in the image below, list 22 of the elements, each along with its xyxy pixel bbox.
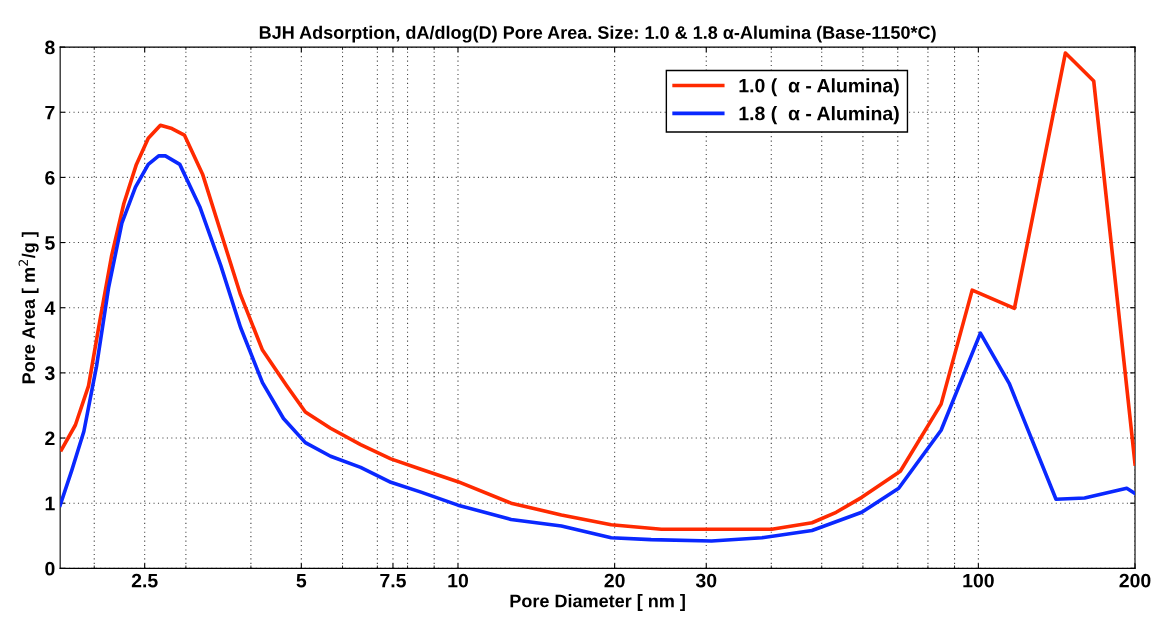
- x-tick-label: 30: [695, 573, 717, 588]
- y-tick-label: 5: [45, 236, 55, 250]
- legend-label: 1.8 ( α - Alumina): [739, 106, 899, 125]
- chart-title: BJH Adsorption, dA/dlog(D) Pore Area. Size: 1.0 & 1.8 α-Alumina (Base-1150*C): [259, 25, 936, 43]
- y-axis-title: Pore Area [ m$^{2}$/g ]: [18, 232, 39, 384]
- y-tick-label: 6: [45, 170, 55, 185]
- legend-label: 1.0 ( α - Alumina): [739, 78, 899, 97]
- x-tick-label: 7.5: [380, 573, 406, 588]
- x-tick-label: 20: [604, 573, 625, 588]
- x-tick-label: 10: [448, 573, 468, 588]
- y-tick-label: 8: [45, 40, 55, 55]
- x-tick-label: 200: [1119, 573, 1151, 588]
- y-tick-label: 3: [44, 366, 55, 381]
- y-tick-label: 0: [45, 561, 55, 576]
- y-tick-label: 4: [44, 301, 56, 315]
- y-tick-label: 7: [45, 105, 55, 120]
- x-axis-title: Pore Diameter [ nm ]: [510, 594, 685, 611]
- x-tick-label: 5: [296, 573, 307, 588]
- x-tick-label: 2.5: [131, 573, 158, 588]
- y-tick-label: 2: [45, 431, 55, 446]
- y-tick-label: 1: [45, 496, 55, 511]
- x-tick-label: 100: [963, 573, 994, 588]
